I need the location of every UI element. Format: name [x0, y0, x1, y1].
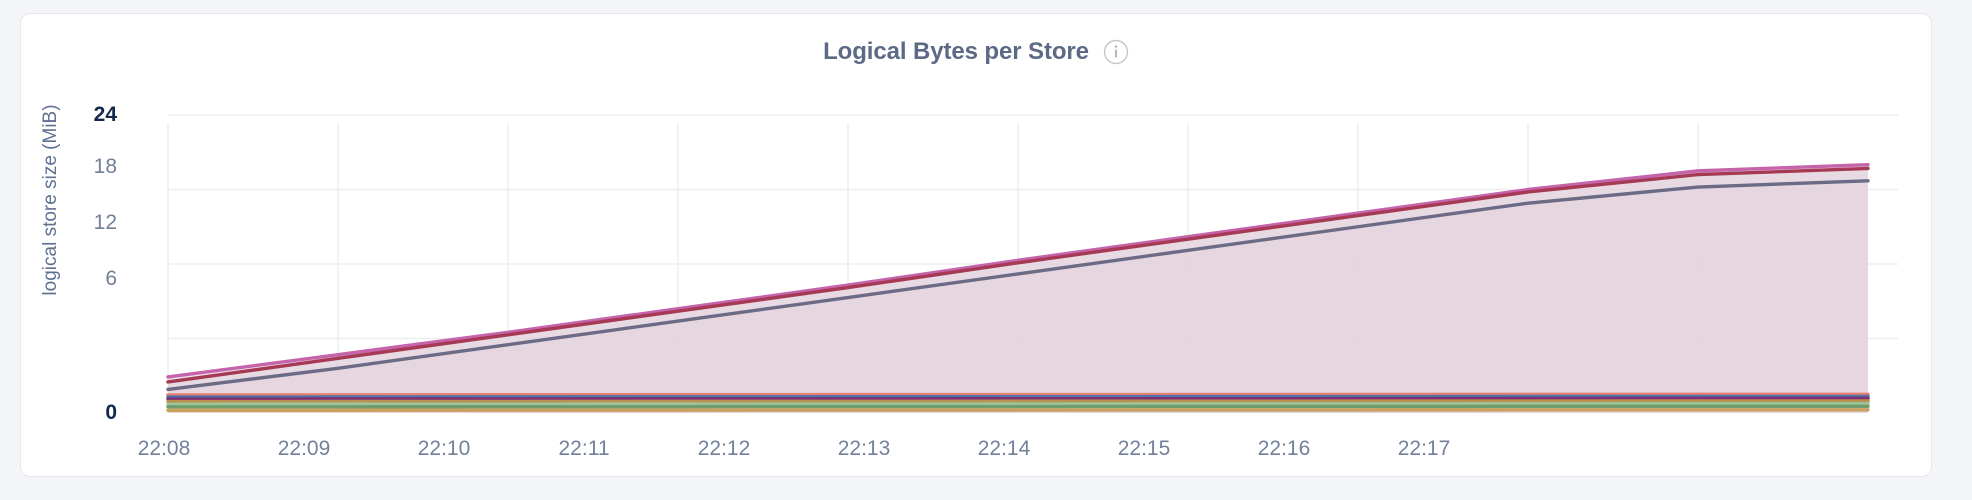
x-tick-label-5: 22:13 — [837, 437, 891, 460]
series-line — [166, 179, 1870, 392]
series-line — [166, 396, 1870, 401]
series-line — [166, 392, 1870, 397]
y-tick-label-12: 12 — [93, 211, 117, 234]
x-tick-label-2: 22:10 — [417, 437, 471, 460]
x-tick-label-4: 22:12 — [697, 437, 751, 460]
chart-header: Logical Bytes per Store — [21, 38, 1931, 66]
x-tick-label-9: 22:17 — [1397, 437, 1451, 460]
y-tick-label-0: 0 — [105, 401, 117, 424]
x-tick-label-0: 22:08 — [137, 437, 191, 460]
series-line — [166, 162, 1870, 379]
series-lines — [166, 162, 1870, 412]
series-line — [166, 399, 1870, 404]
page-title: Logical Bytes per Store — [823, 38, 1089, 65]
series-line — [166, 394, 1870, 399]
x-tick-label-1: 22:09 — [277, 437, 331, 460]
x-tick-label-3: 22:11 — [558, 437, 610, 460]
y-tick-label-6: 6 — [105, 267, 117, 290]
x-tick-label-8: 22:16 — [1257, 437, 1311, 460]
series-line — [166, 166, 1870, 384]
series-area — [168, 180, 1868, 413]
chart-canvas — [166, 114, 1898, 413]
y-tick-label-18: 18 — [93, 155, 117, 178]
x-tick-label-6: 22:14 — [977, 437, 1031, 460]
y-tick-label-24: 24 — [93, 103, 117, 126]
chart-card: Logical Bytes per Store logical store si… — [20, 13, 1932, 477]
chart-plot-area: logical store size (MiB) 24 18 12 6 0 22… — [21, 14, 1933, 478]
series-line — [166, 401, 1870, 407]
x-tick-label-7: 22:15 — [1117, 437, 1171, 460]
info-circle-icon[interactable] — [1103, 39, 1129, 65]
